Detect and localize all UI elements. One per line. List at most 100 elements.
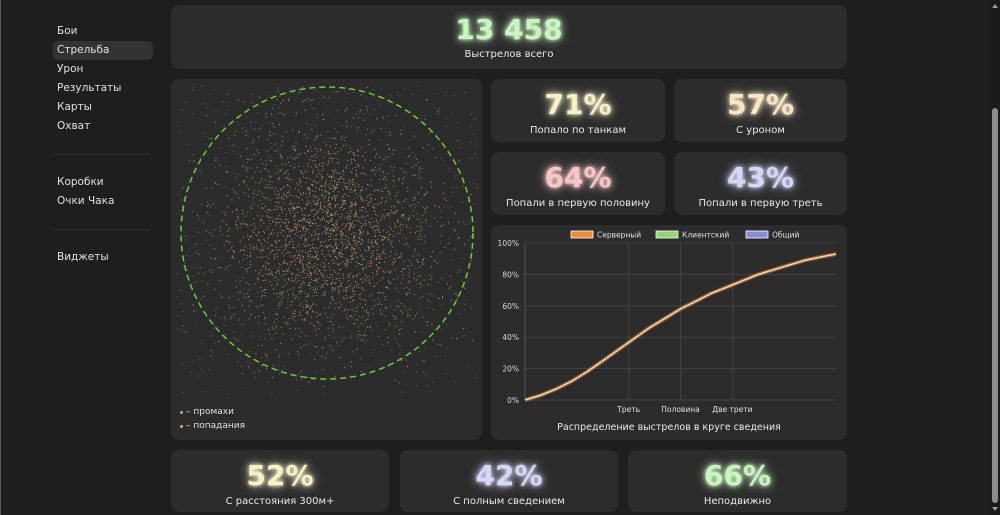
- hit-point: [357, 330, 360, 332]
- sidebar-item-battles[interactable]: Бои: [57, 25, 78, 37]
- hit-point: [245, 166, 247, 168]
- hit-point: [315, 334, 318, 336]
- miss-point: [309, 220, 311, 222]
- miss-point: [275, 276, 277, 278]
- hit-point: [373, 241, 375, 243]
- miss-point: [298, 224, 301, 226]
- hit-point: [288, 241, 290, 243]
- hit-point: [288, 209, 291, 212]
- hit-point: [265, 353, 267, 355]
- hit-point: [351, 255, 353, 257]
- sidebar-item-boxes[interactable]: Коробки: [57, 176, 104, 188]
- hit-point: [412, 255, 414, 257]
- hit-point: [302, 309, 304, 311]
- hit-point: [262, 304, 264, 306]
- hit-point: [278, 295, 280, 297]
- miss-point: [429, 391, 431, 393]
- miss-point: [288, 294, 290, 296]
- miss-point: [255, 181, 257, 183]
- miss-point: [387, 279, 389, 281]
- hit-point: [211, 187, 213, 189]
- hit-point: [292, 229, 294, 232]
- hit-point: [326, 246, 328, 249]
- chart-legend-item[interactable]: Серверный: [570, 231, 641, 240]
- hit-point: [357, 150, 359, 152]
- hit-point: [277, 307, 280, 309]
- miss-point: [308, 282, 310, 284]
- miss-point: [361, 288, 363, 290]
- miss-point: [372, 89, 374, 91]
- sidebar-item-chuck-points[interactable]: Очки Чака: [57, 195, 115, 207]
- hit-point: [426, 321, 429, 323]
- miss-point: [216, 183, 218, 185]
- miss-point: [258, 183, 260, 185]
- chart-legend-item[interactable]: Клиентский: [655, 231, 729, 240]
- scrollbar[interactable]: [989, 0, 1000, 515]
- stat-value: 52%: [246, 459, 314, 492]
- hit-point: [322, 286, 324, 288]
- sidebar-item-results[interactable]: Результаты: [57, 82, 122, 94]
- hit-point: [353, 249, 355, 251]
- hit-point: [255, 353, 257, 355]
- miss-point: [236, 365, 238, 367]
- hit-point: [324, 152, 326, 154]
- hit-point: [313, 108, 315, 110]
- hit-point: [299, 180, 301, 183]
- sidebar-item-damage[interactable]: Урон: [57, 63, 84, 75]
- hit-point: [251, 235, 253, 237]
- hit-point: [345, 260, 347, 262]
- hit-point: [390, 271, 392, 273]
- miss-point: [297, 131, 299, 133]
- miss-point: [312, 160, 314, 162]
- scrollbar-thumb[interactable]: [992, 108, 998, 503]
- hit-point: [355, 210, 357, 212]
- hit-point: [281, 252, 283, 254]
- hit-point: [311, 183, 313, 185]
- sidebar-item-coverage[interactable]: Охват: [57, 120, 91, 132]
- miss-point: [392, 278, 395, 280]
- hit-point: [384, 237, 386, 239]
- miss-point: [310, 247, 312, 249]
- miss-point: [290, 178, 292, 180]
- hit-point: [260, 365, 263, 367]
- hit-point: [357, 163, 359, 166]
- hit-point: [220, 257, 222, 258]
- scatter-legend: – промахи – попадания: [180, 405, 245, 433]
- miss-point: [364, 304, 366, 306]
- hit-point: [408, 280, 410, 282]
- nav-group-widgets: Виджеты: [53, 248, 153, 267]
- scroll-up-icon[interactable]: [992, 4, 998, 8]
- sidebar-item-shooting[interactable]: Стрельба: [53, 41, 153, 60]
- miss-point: [257, 193, 260, 195]
- sidebar-item-widgets[interactable]: Виджеты: [57, 251, 109, 263]
- scroll-down-icon[interactable]: [992, 507, 998, 511]
- hit-point: [329, 254, 331, 256]
- miss-point: [353, 240, 356, 242]
- sidebar-item-maps[interactable]: Карты: [57, 101, 92, 113]
- miss-point: [250, 224, 252, 226]
- hit-point: [279, 356, 281, 358]
- miss-point: [387, 342, 389, 344]
- hit-point: [335, 223, 338, 226]
- miss-point: [327, 200, 329, 202]
- hit-point: [300, 287, 302, 289]
- hit-point: [256, 248, 258, 250]
- hit-point: [409, 314, 411, 316]
- hit-point: [272, 249, 274, 251]
- hit-point: [353, 290, 355, 292]
- hit-point: [448, 237, 450, 239]
- hit-point: [345, 225, 347, 227]
- chart-legend-item[interactable]: Общий: [745, 231, 799, 240]
- hit-point: [292, 240, 294, 243]
- hit-point: [427, 300, 429, 302]
- miss-point: [264, 289, 266, 291]
- hit-point: [446, 283, 448, 285]
- hit-point: [233, 250, 235, 252]
- y-tick-label: 60%: [502, 302, 519, 311]
- hit-point: [354, 202, 356, 204]
- hit-point: [395, 287, 397, 289]
- miss-point: [299, 259, 301, 261]
- hit-point: [267, 226, 269, 228]
- miss-point: [297, 93, 299, 95]
- hit-point: [298, 269, 300, 271]
